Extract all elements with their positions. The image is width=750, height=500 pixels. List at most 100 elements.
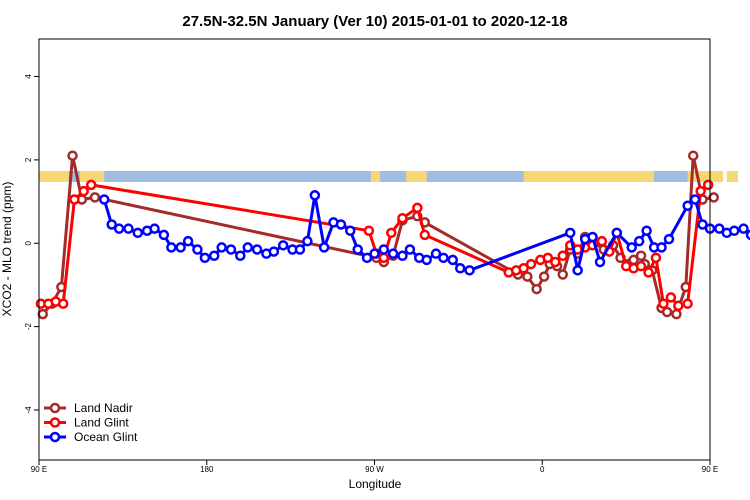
data-point xyxy=(564,227,576,239)
data-point xyxy=(596,235,608,247)
data-point xyxy=(522,271,533,282)
data-point xyxy=(650,252,662,264)
data-point xyxy=(225,244,237,255)
data-point xyxy=(438,252,449,264)
x-tick-label: 90 W xyxy=(365,465,384,474)
y-tick-label: 0 xyxy=(24,240,33,245)
y-tick-label: -2 xyxy=(24,323,33,331)
data-point xyxy=(113,223,125,234)
land-band xyxy=(39,171,69,182)
x-tick-label: 90 E xyxy=(702,465,718,474)
data-point xyxy=(643,267,654,278)
land-band xyxy=(726,171,738,182)
data-point xyxy=(697,219,708,230)
data-point xyxy=(702,179,714,191)
data-point xyxy=(192,244,203,255)
data-point xyxy=(695,185,706,197)
data-point xyxy=(454,263,466,274)
data-point xyxy=(689,194,701,205)
data-point xyxy=(242,242,254,253)
data-point xyxy=(626,242,637,253)
data-point xyxy=(57,298,69,309)
data-point xyxy=(149,223,160,234)
land-band xyxy=(523,171,655,182)
data-point xyxy=(656,242,667,253)
data-point xyxy=(378,244,390,255)
data-point xyxy=(89,192,101,203)
y-tick-label: -4 xyxy=(24,406,33,414)
legend-swatch-marker xyxy=(49,417,61,428)
data-point xyxy=(216,242,227,253)
legend-label: Land Nadir xyxy=(74,401,133,415)
y-axis: -4 -2 0 2 4 xyxy=(24,74,39,414)
data-point xyxy=(123,223,134,234)
data-point xyxy=(635,260,647,272)
data-point xyxy=(708,192,719,203)
data-point xyxy=(557,269,569,280)
series-layer xyxy=(35,150,750,320)
x-tick-label: 0 xyxy=(540,465,545,474)
land-band xyxy=(370,171,381,182)
legend-label: Land Glint xyxy=(74,416,129,430)
data-point xyxy=(294,244,306,255)
data-point xyxy=(302,235,313,247)
data-point xyxy=(611,227,623,239)
series-ocean-glint xyxy=(98,190,750,276)
data-point xyxy=(464,265,475,276)
data-point xyxy=(738,223,749,234)
data-point xyxy=(386,227,397,239)
data-point xyxy=(550,256,561,268)
legend-swatch-marker xyxy=(49,431,61,443)
data-point xyxy=(728,225,740,236)
legend-item: Ocean Glint xyxy=(44,430,138,444)
data-point xyxy=(158,229,170,241)
chart-title: 27.5N-32.5N January (Ver 10) 2015-01-01 … xyxy=(182,13,567,30)
data-point xyxy=(175,242,186,253)
data-point xyxy=(665,292,677,303)
y-axis-label: XCO2 - MLO trend (ppm) xyxy=(0,182,14,317)
data-point xyxy=(538,271,550,282)
data-point xyxy=(557,250,569,262)
data-point xyxy=(182,235,194,247)
x-tick-label: 90 E xyxy=(31,465,47,474)
land-band xyxy=(80,171,105,182)
data-point xyxy=(518,263,529,274)
data-point xyxy=(421,254,432,266)
legend-item: Land Glint xyxy=(44,416,129,430)
data-point xyxy=(404,244,416,255)
data-point xyxy=(525,258,537,270)
data-point xyxy=(318,242,330,253)
data-point xyxy=(85,179,97,191)
land-ocean-strip xyxy=(39,171,738,182)
data-point xyxy=(572,265,583,276)
data-point xyxy=(378,252,390,264)
legend-item: Land Nadir xyxy=(44,401,133,415)
legend-swatch-marker xyxy=(49,402,61,414)
y-tick-label: 2 xyxy=(24,157,33,162)
data-point xyxy=(235,250,246,262)
data-point xyxy=(369,248,380,259)
legend-label: Ocean Glint xyxy=(74,430,138,444)
data-point xyxy=(335,219,347,230)
data-point xyxy=(361,252,373,264)
data-point xyxy=(199,252,211,264)
data-point xyxy=(268,246,280,257)
data-point xyxy=(208,250,220,262)
data-point xyxy=(641,225,652,236)
data-point xyxy=(542,252,554,264)
data-point xyxy=(397,250,408,262)
data-point xyxy=(78,185,89,197)
land-band xyxy=(406,171,427,182)
data-point xyxy=(98,194,110,205)
data-point xyxy=(430,248,442,259)
data-point xyxy=(419,229,431,241)
data-point xyxy=(635,250,647,262)
data-point xyxy=(587,231,598,243)
data-point xyxy=(69,194,80,205)
data-point xyxy=(166,242,177,253)
data-point xyxy=(663,233,675,245)
data-point xyxy=(682,200,693,211)
